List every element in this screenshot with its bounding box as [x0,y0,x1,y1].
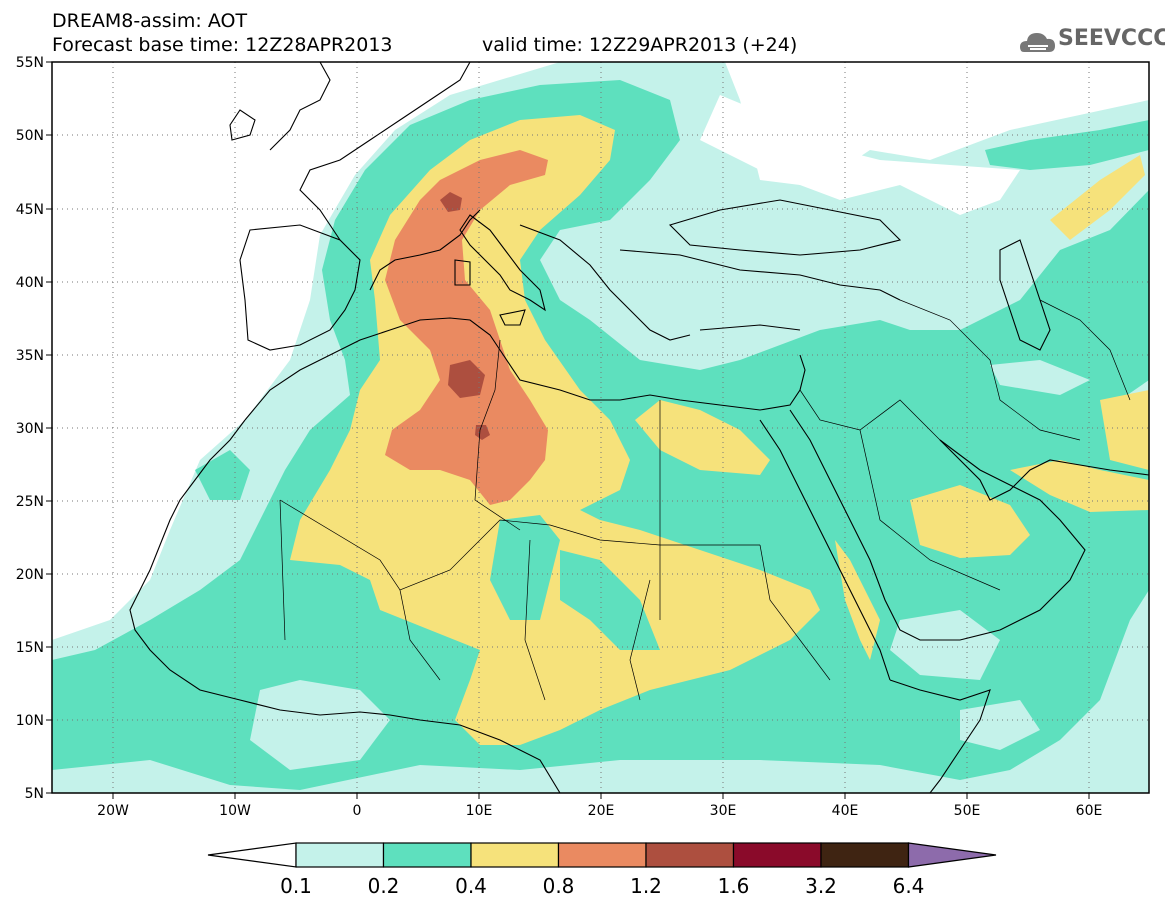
colorbar-level-label: 1.2 [630,874,662,898]
colorbar-level-label: 3.2 [805,874,837,898]
coastlines [129,62,1149,793]
lon-label: 0 [353,803,362,819]
lon-label: 60E [1076,803,1103,819]
lon-label: 10E [466,803,493,819]
lon-label: 10W [219,803,251,819]
colorbar-segment [295,842,385,868]
colorbar-arrow-right [907,842,997,868]
colorbar-arrow-left [207,842,297,868]
colorbar-segment [820,842,910,868]
colorbar-level-label: 0.1 [280,874,312,898]
lat-label: 45N [16,202,44,218]
lat-label: 50N [16,128,44,144]
lat-label: 55N [16,55,44,71]
colorbar-segment [732,842,822,868]
colorbar-segment [470,842,560,868]
forecast-base-time: Forecast base time: 12Z28APR2013 [52,34,393,56]
lat-label: 40N [16,275,44,291]
chart-title: DREAM8-assim: AOT [52,10,248,32]
lat-label: 30N [16,421,44,437]
aot-contour-0-8 [385,150,548,505]
lon-label: 20W [97,803,129,819]
logo-text: SEEVCCC [1058,26,1165,51]
colorbar-level-label: 0.4 [455,874,487,898]
colorbar-level-label: 0.8 [543,874,575,898]
lat-label: 5N [25,786,44,802]
lon-label: 30E [710,803,737,819]
lat-label: 20N [16,567,44,583]
colorbar-segment [382,842,472,868]
valid-time: valid time: 12Z29APR2013 (+24) [482,34,798,56]
colorbar-level-label: 6.4 [893,874,925,898]
colorbar-segment [557,842,647,868]
colorbar-segment [645,842,735,868]
lon-label: 40E [832,803,859,819]
cloud-logo-icon [1020,33,1055,52]
lat-label: 15N [16,640,44,656]
graticule [52,62,1149,793]
lat-label: 10N [16,713,44,729]
colorbar-level-label: 0.2 [368,874,400,898]
lon-label: 20E [588,803,615,819]
lon-label: 50E [954,803,981,819]
lat-label: 25N [16,494,44,510]
lat-label: 35N [16,348,44,364]
colorbar-level-label: 1.6 [718,874,750,898]
aot-contour-1-2 [448,360,485,398]
